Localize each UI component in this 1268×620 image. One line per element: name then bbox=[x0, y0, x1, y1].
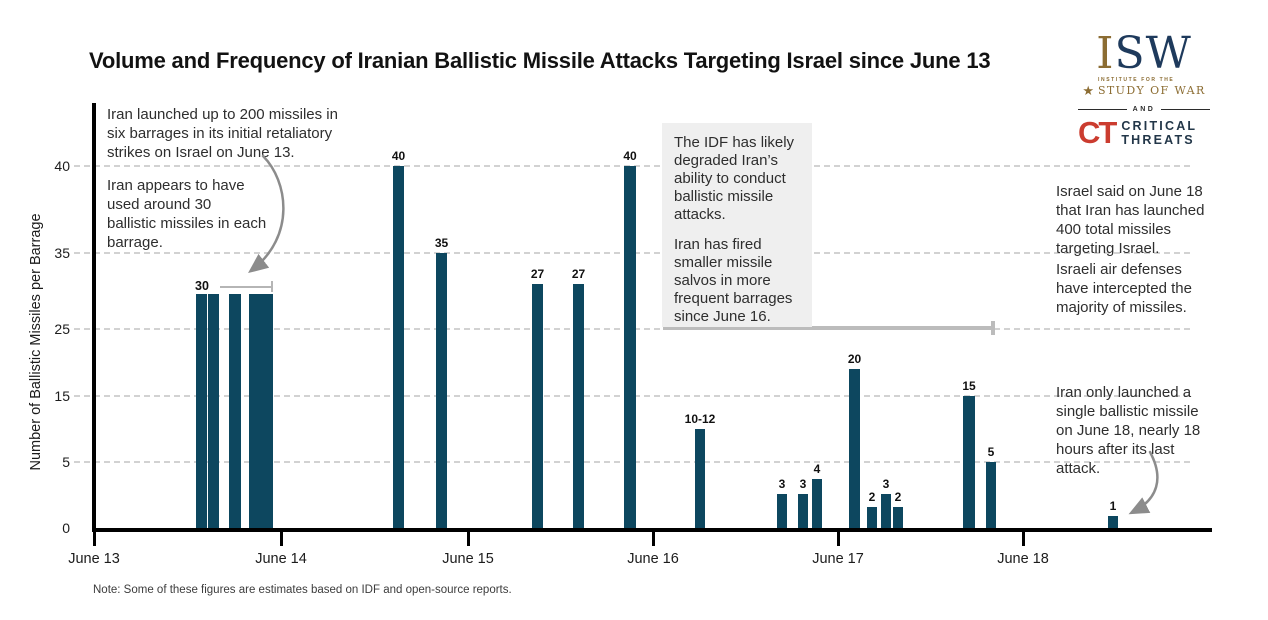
bar bbox=[849, 369, 860, 528]
bar-value-label: 20 bbox=[847, 352, 862, 366]
x-tick-label: June 14 bbox=[255, 551, 307, 567]
x-tick-label: June 15 bbox=[442, 551, 494, 567]
explainer-paragraph-1: The IDF has likely degraded Iran’s abili… bbox=[674, 134, 795, 223]
divider-line-right bbox=[1161, 108, 1211, 111]
group-span-line bbox=[220, 286, 271, 288]
explainer-paragraph-2: Iran has fired smaller missile salvos in… bbox=[674, 236, 793, 325]
and-label: AND bbox=[1132, 106, 1156, 113]
bar bbox=[1108, 516, 1118, 528]
bar-value-label: 3 bbox=[799, 477, 807, 491]
ct-line-critical: CRITICAL bbox=[1121, 119, 1198, 133]
source-note: Note: Some of these figures are estimate… bbox=[93, 584, 512, 596]
bar-value-label: 35 bbox=[434, 236, 449, 250]
bar bbox=[986, 462, 996, 528]
annotation-single-missile: Iran only launched a single ballistic mi… bbox=[1056, 384, 1201, 477]
bar bbox=[624, 166, 636, 528]
isw-institute-line: INSTITUTE FOR THE bbox=[1098, 77, 1175, 83]
bar bbox=[963, 396, 975, 528]
x-tick bbox=[836, 531, 840, 546]
x-tick bbox=[92, 531, 96, 546]
explainer-box: The IDF has likely degraded Iran’s abili… bbox=[662, 123, 812, 327]
since-june-16-span-endcap bbox=[991, 321, 995, 335]
isw-letter-i: I bbox=[1096, 28, 1115, 79]
group-span-endcap bbox=[271, 281, 273, 292]
y-axis-line bbox=[92, 103, 96, 531]
bar-value-label: 27 bbox=[530, 267, 545, 281]
annotation-june13-barrages: Iran launched up to 200 missiles in six … bbox=[107, 106, 338, 161]
bar-value-label: 1 bbox=[1109, 499, 1117, 513]
page-title: Volume and Frequency of Iranian Ballisti… bbox=[89, 48, 991, 73]
bar bbox=[798, 494, 808, 528]
annotation-30-missiles: Iran appears to have used around 30 ball… bbox=[107, 177, 267, 251]
and-divider: AND bbox=[1078, 106, 1211, 113]
bar bbox=[777, 494, 787, 528]
bar-value-label: 40 bbox=[623, 149, 637, 163]
y-tick-label: 0 bbox=[62, 520, 70, 536]
bar-value-label: 15 bbox=[962, 379, 976, 393]
x-tick-label: June 16 bbox=[627, 551, 679, 567]
bar-group-value-label: 30 bbox=[195, 279, 209, 293]
bar bbox=[208, 294, 219, 528]
ct-monogram: CT bbox=[1078, 115, 1117, 150]
bar-value-label: 5 bbox=[987, 445, 995, 459]
logo-block: I SW ★ INSTITUTE FOR THE STUDY OF WAR AND… bbox=[1078, 32, 1211, 150]
bar bbox=[867, 507, 877, 528]
x-tick bbox=[279, 531, 283, 546]
y-tick-label: 25 bbox=[54, 321, 70, 337]
x-tick bbox=[651, 531, 655, 546]
bar bbox=[695, 429, 705, 528]
bar bbox=[393, 166, 404, 528]
y-tick-label: 15 bbox=[54, 388, 70, 404]
star-icon: ★ bbox=[1082, 83, 1094, 98]
bar-value-label: 2 bbox=[868, 490, 876, 504]
bar bbox=[573, 284, 584, 528]
bar-value-label: 40 bbox=[391, 149, 406, 163]
annotation-400-total: Israel said on June 18 that Iran has lau… bbox=[1056, 183, 1205, 257]
isw-logo: I SW bbox=[1078, 32, 1210, 76]
x-tick bbox=[1021, 531, 1025, 546]
bar bbox=[196, 294, 207, 528]
divider-line-left bbox=[1078, 108, 1127, 111]
bar bbox=[436, 253, 447, 528]
bar bbox=[532, 284, 543, 528]
bar bbox=[893, 507, 903, 528]
ct-line-threats: THREATS bbox=[1121, 133, 1195, 147]
annotation-air-defenses: Israeli air defenses have intercepted th… bbox=[1056, 261, 1192, 316]
isw-letters-sw: SW bbox=[1114, 28, 1192, 79]
x-tick bbox=[466, 531, 470, 546]
bar bbox=[249, 294, 273, 528]
bar-value-label: 3 bbox=[882, 477, 890, 491]
bar bbox=[812, 479, 822, 528]
bar-value-label: 10-12 bbox=[684, 412, 716, 426]
y-tick-label: 5 bbox=[62, 454, 70, 470]
since-june-16-span-line bbox=[663, 326, 993, 330]
y-tick-label: 35 bbox=[54, 245, 70, 261]
isw-study-line: STUDY OF WAR bbox=[1098, 84, 1206, 97]
x-tick-label: June 18 bbox=[997, 551, 1049, 567]
bar-value-label: 3 bbox=[778, 477, 786, 491]
y-tick-label: 40 bbox=[54, 158, 70, 174]
x-axis-line bbox=[92, 528, 1212, 532]
bar bbox=[881, 494, 891, 528]
critical-threats-logo: CT CRITICAL THREATS bbox=[1078, 115, 1210, 150]
bar-value-label: 2 bbox=[894, 490, 902, 504]
bar-value-label: 4 bbox=[813, 462, 821, 476]
bar bbox=[229, 294, 241, 528]
bar-value-label: 27 bbox=[571, 267, 586, 281]
x-tick-label: June 13 bbox=[68, 551, 120, 567]
isw-subtitle: ★ INSTITUTE FOR THE STUDY OF WAR bbox=[1078, 77, 1210, 97]
x-tick-label: June 17 bbox=[812, 551, 864, 567]
